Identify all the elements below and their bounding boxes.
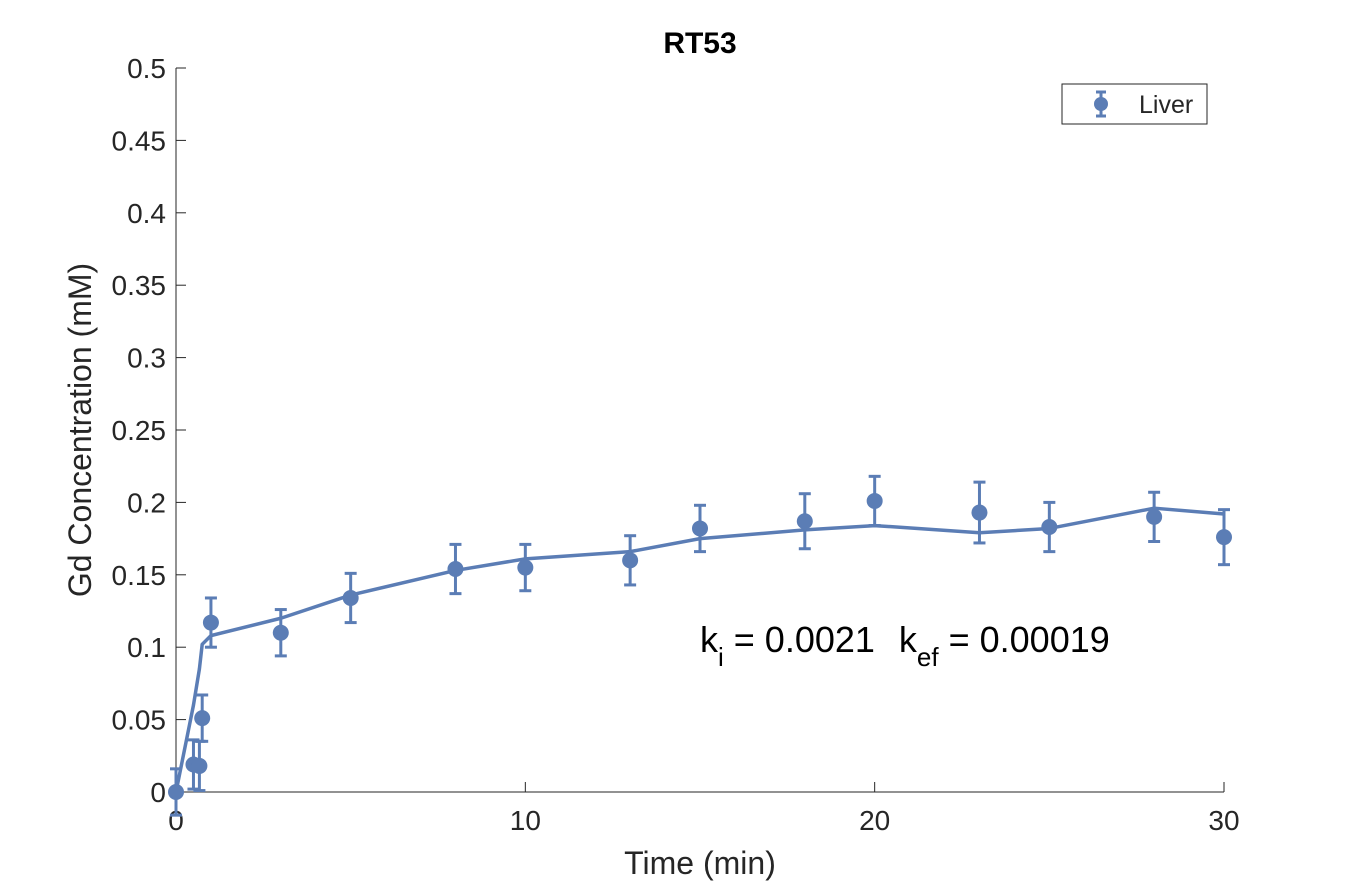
rate-constants-annotation: ki = 0.0021 kef = 0.00019 [700, 619, 1110, 672]
legend-entry-liver: Liver [1139, 91, 1193, 119]
data-marker [191, 757, 208, 774]
data-point [194, 693, 211, 743]
data-marker [866, 492, 883, 509]
data-marker [1146, 508, 1163, 525]
y-tick-label: 0.3 [127, 343, 166, 374]
y-tick-label: 0.1 [127, 632, 166, 663]
kef-subscript: ef [917, 642, 939, 672]
x-tick-label: 20 [859, 805, 890, 836]
y-tick-label: 0.35 [112, 270, 167, 301]
y-tick-label: 0.45 [112, 125, 167, 156]
data-marker [342, 589, 359, 606]
data-point [1041, 500, 1058, 554]
axes [175, 68, 1224, 793]
data-marker [202, 614, 219, 631]
kef-symbol: k [899, 619, 918, 660]
y-tick-label: 0.15 [112, 560, 167, 591]
data-point [866, 474, 883, 528]
legend: Liver [1061, 83, 1208, 125]
y-tick-label: 0.2 [127, 487, 166, 518]
data-point [447, 542, 464, 596]
x-tick-label: 30 [1208, 805, 1239, 836]
data-point [342, 571, 359, 625]
ki-value: = 0.0021 [724, 619, 875, 660]
data-marker [622, 552, 639, 569]
legend-marker [1094, 97, 1108, 111]
data-point [1216, 508, 1232, 567]
data-point [517, 542, 534, 593]
y-axis-label: Gd Concentration (mM) [62, 263, 98, 597]
data-marker [692, 520, 708, 537]
data-point [971, 480, 988, 545]
y-tick-label: 0.25 [112, 415, 167, 446]
data-marker [517, 559, 534, 576]
kef-value: = 0.00019 [939, 619, 1110, 660]
x-tick-label: 10 [510, 805, 541, 836]
x-axis-ticks: 0 10 20 30 [168, 782, 1240, 836]
data-point [168, 767, 184, 817]
data-marker [447, 561, 464, 578]
x-tick-label: 0 [168, 805, 184, 836]
data-marker [168, 784, 184, 800]
chart-title: RT53 [663, 27, 736, 60]
y-tick-label: 0 [150, 777, 166, 808]
legend-box [1061, 83, 1208, 125]
data-marker [1041, 519, 1058, 536]
data-point [272, 608, 289, 658]
ki-subscript: i [718, 642, 724, 672]
data-marker [272, 624, 289, 641]
data-point [692, 503, 708, 554]
data-points-layer [168, 474, 1232, 817]
ki-symbol: k [700, 619, 719, 660]
y-tick-label: 0.4 [127, 198, 166, 229]
data-marker [971, 504, 988, 521]
x-axis-label: Time (min) [624, 845, 776, 881]
y-tick-label: 0.05 [112, 705, 167, 736]
data-marker [1216, 529, 1232, 546]
data-marker [194, 710, 211, 727]
data-marker [796, 513, 813, 530]
data-point [796, 492, 813, 551]
y-tick-label: 0.5 [127, 53, 166, 84]
y-axis-ticks: 0 0.05 0.1 0.15 0.2 0.25 0.3 0.35 0.4 0.45 0.5 [112, 53, 186, 808]
data-point [622, 534, 639, 587]
data-point [1146, 490, 1163, 543]
data-point [202, 596, 219, 649]
